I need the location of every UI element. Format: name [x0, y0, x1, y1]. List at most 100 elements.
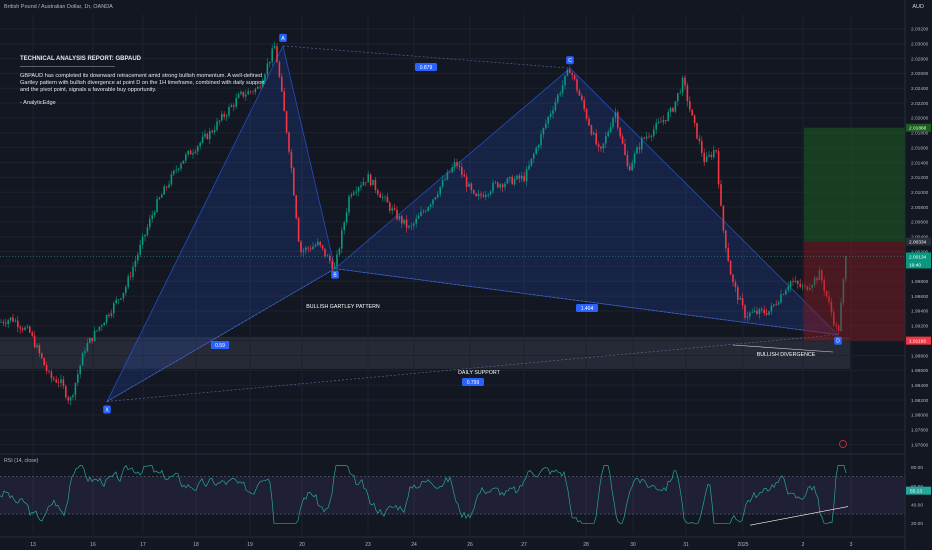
- candle-body: [103, 322, 105, 326]
- candle-body: [650, 135, 653, 137]
- price-tick: 1.97800: [911, 428, 929, 434]
- candle-body: [149, 218, 151, 228]
- candle-body: [417, 216, 420, 219]
- candle-body: [213, 130, 216, 133]
- candle-body: [513, 179, 516, 185]
- candle-body: [185, 154, 187, 161]
- candle-body: [377, 189, 379, 195]
- candle-body: [576, 79, 578, 91]
- candle-body: [518, 175, 521, 179]
- candle-body: [410, 225, 413, 227]
- time-tick: 28: [583, 542, 589, 548]
- candle-body: [816, 277, 818, 281]
- candle-body: [84, 351, 86, 354]
- candle-body: [362, 182, 365, 186]
- candle-body: [492, 182, 494, 192]
- candle-body: [684, 77, 686, 86]
- candle-body: [806, 286, 809, 291]
- candle-body: [300, 241, 302, 252]
- annotation-label: BULLISH GARTLEY PATTERN: [306, 304, 380, 310]
- candle-body: [571, 72, 573, 75]
- candle-body: [353, 192, 355, 195]
- candle-body: [837, 325, 840, 332]
- ratio-label-bg: [462, 378, 484, 386]
- candle-body: [542, 128, 545, 135]
- candle-body: [557, 94, 559, 103]
- candle-body: [273, 46, 276, 49]
- currency-label: AUD: [912, 4, 924, 10]
- candle-body: [228, 107, 230, 116]
- candle-body: [667, 112, 669, 121]
- candle-body: [516, 175, 518, 180]
- rsi-divergence-line: [749, 506, 849, 526]
- stop-zone: [804, 241, 905, 341]
- candle-body: [72, 395, 74, 398]
- candle-body: [33, 335, 36, 348]
- candle-body: [744, 305, 746, 318]
- ratio-label-bg: [210, 341, 230, 349]
- candle-body: [449, 172, 451, 173]
- candle-body: [566, 69, 569, 76]
- candle-body: [809, 287, 811, 291]
- candle-body: [101, 325, 103, 327]
- ratio-label-bg: [576, 304, 598, 312]
- candle-body: [197, 146, 199, 152]
- candle-body: [451, 167, 453, 173]
- candle-body: [631, 163, 633, 171]
- candle-body: [223, 114, 225, 117]
- candle-body: [36, 345, 38, 348]
- rsi-value-bg: [906, 486, 931, 495]
- candle-body: [319, 241, 321, 246]
- time-tick: 2: [802, 542, 805, 548]
- candle-body: [696, 122, 698, 139]
- candle-body: [357, 187, 360, 192]
- candle-body: [293, 168, 295, 196]
- candle-body: [489, 191, 492, 195]
- candle-body: [751, 312, 753, 313]
- candle-body: [386, 196, 389, 203]
- candle-body: [825, 290, 828, 297]
- candle-body: [408, 225, 410, 228]
- candle-body: [705, 156, 708, 162]
- candle-body: [144, 234, 146, 237]
- candle-body: [108, 314, 110, 316]
- candle-body: [153, 212, 156, 216]
- candle-body: [14, 320, 17, 322]
- candle-body: [681, 77, 684, 93]
- candle-body: [367, 174, 369, 183]
- candle-body: [305, 247, 307, 251]
- candle-body: [533, 153, 535, 159]
- time-tick: 24: [411, 542, 417, 548]
- candle-body: [189, 150, 192, 155]
- price-tick: 1.97600: [911, 442, 929, 448]
- candle-body: [621, 136, 624, 144]
- candle-body: [132, 266, 134, 277]
- candle-body: [93, 330, 96, 342]
- xab-triangle: [106, 44, 336, 403]
- candle-body: [537, 145, 540, 148]
- candle-body: [645, 136, 648, 139]
- candle-body: [199, 142, 201, 147]
- candle-body: [278, 62, 281, 77]
- support-rect: [0, 336, 850, 369]
- candle-body: [737, 287, 739, 300]
- price-label-bg: [906, 237, 931, 246]
- candle-body: [657, 121, 660, 124]
- candle-body: [384, 196, 386, 198]
- candle-body: [369, 174, 372, 186]
- candle-body: [497, 182, 499, 188]
- candle-body: [672, 107, 674, 112]
- point-d-label: D: [836, 339, 840, 345]
- bd-ratio-line: [334, 268, 839, 336]
- candle-body: [612, 117, 614, 128]
- candle-body: [648, 136, 650, 138]
- candle-body: [252, 91, 254, 93]
- candle-body: [98, 326, 101, 331]
- candle-body: [168, 184, 170, 188]
- candle-body: [530, 158, 533, 166]
- rsi-tick: 80.00: [911, 465, 923, 471]
- candle-body: [499, 184, 501, 188]
- candle-body: [50, 371, 53, 379]
- point-c-label-bg: [566, 56, 574, 65]
